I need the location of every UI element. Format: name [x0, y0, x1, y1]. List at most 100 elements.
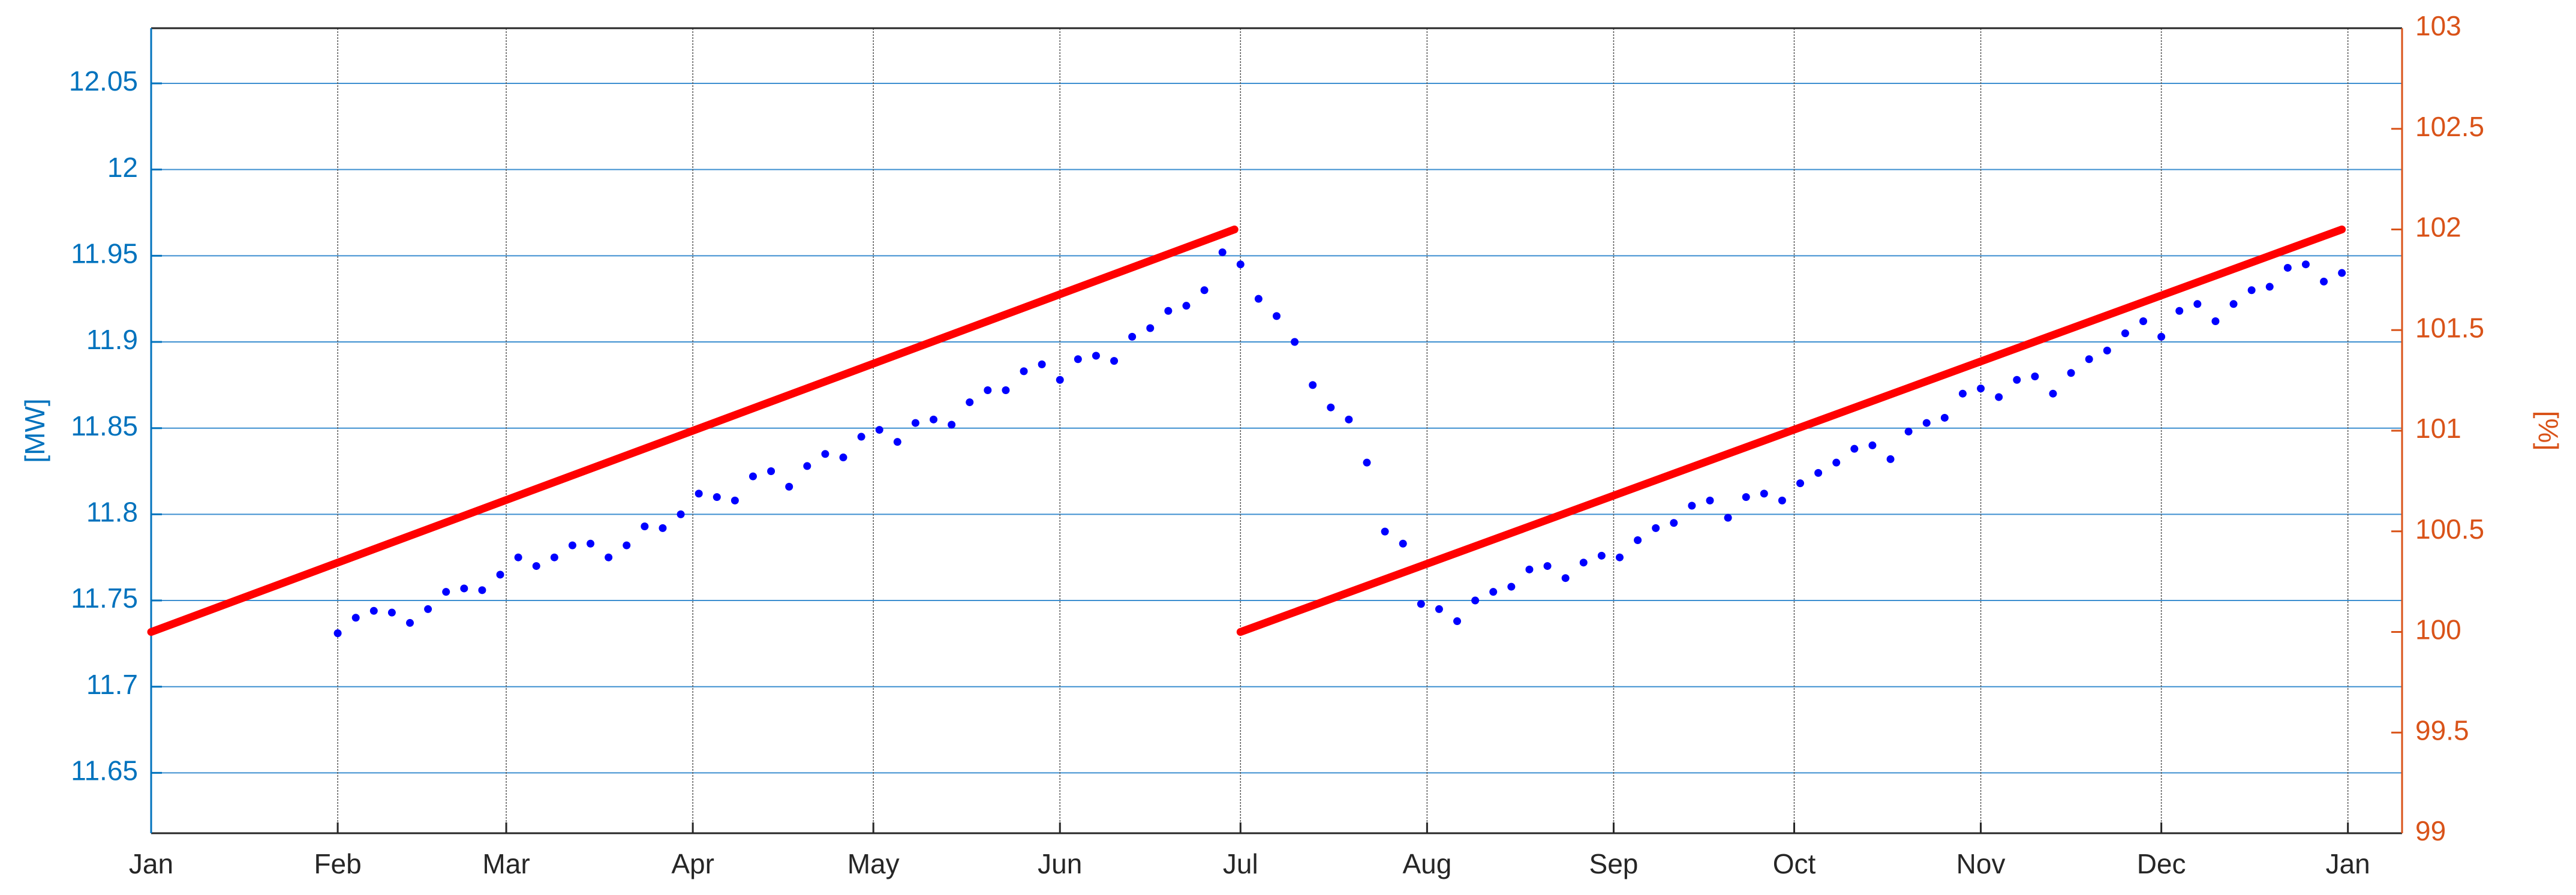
data-point: [2139, 317, 2148, 326]
y-tick-label: 11.95: [71, 238, 138, 269]
data-point: [2085, 355, 2093, 364]
data-point: [1850, 445, 1859, 453]
data-point: [1128, 332, 1137, 341]
data-point: [333, 629, 342, 638]
data-point: [857, 433, 865, 441]
data-point: [1399, 539, 1407, 548]
y-tick-label: 11.75: [71, 582, 138, 614]
y-tick-label: 11.65: [71, 755, 138, 786]
data-point: [785, 482, 793, 491]
x-tick-label: Jul: [1223, 848, 1258, 879]
data-point: [2211, 317, 2220, 326]
x-tick-label: Mar: [482, 848, 530, 879]
data-line: [147, 226, 1239, 636]
x-tick-label: Jan: [2326, 848, 2370, 879]
x-tick-label: May: [847, 848, 900, 879]
y2-tick-label: 101.5: [2415, 312, 2484, 343]
data-point: [2031, 372, 2039, 380]
data-point: [2283, 263, 2292, 272]
data-point: [587, 539, 595, 548]
data-point: [911, 419, 919, 427]
data-point: [568, 541, 576, 549]
data-point: [1345, 415, 1353, 424]
data-point: [875, 426, 883, 434]
data-point: [1904, 427, 1913, 436]
data-point: [387, 608, 396, 617]
data-point: [460, 584, 468, 593]
data-point: [1977, 385, 1985, 393]
data-point: [405, 618, 414, 627]
data-point: [1706, 496, 1714, 504]
y-tick-label: 11.8: [86, 497, 138, 528]
data-point: [1435, 605, 1443, 613]
x-tick-label: Aug: [1402, 848, 1451, 879]
data-point: [1092, 352, 1100, 360]
data-point: [1868, 441, 1877, 449]
data-point: [478, 586, 486, 594]
data-point: [2247, 286, 2256, 295]
data-point: [1724, 513, 1732, 522]
data-point: [442, 588, 450, 596]
data-point: [1742, 493, 1750, 501]
data-point: [1543, 562, 1552, 570]
data-point: [2157, 332, 2166, 341]
data-point: [1652, 524, 1660, 532]
data-point: [514, 553, 522, 561]
data-point: [821, 450, 829, 458]
data-point: [2229, 300, 2238, 308]
data-point: [2049, 389, 2057, 398]
data-point: [1778, 496, 1786, 504]
y2-tick-label: 102: [2415, 212, 2461, 243]
y-tick-label: 12: [107, 152, 138, 183]
data-point: [948, 421, 956, 429]
data-point: [1886, 455, 1895, 463]
data-point: [1471, 596, 1480, 605]
data-point: [1146, 324, 1155, 332]
data-point: [1074, 355, 1082, 364]
data-point: [1254, 295, 1263, 303]
data-point: [1363, 458, 1371, 467]
data-point: [1670, 519, 1678, 527]
y2-tick-label: 99.5: [2415, 714, 2469, 746]
data-point: [839, 453, 847, 462]
y2-tick-label: 101: [2415, 413, 2461, 444]
y-tick-label: 11.85: [71, 410, 138, 442]
data-point: [1634, 536, 1642, 544]
y2-tick-label: 102.5: [2415, 111, 2484, 142]
data-point: [1218, 248, 1227, 257]
data-point: [803, 462, 811, 470]
data-point: [2121, 329, 2129, 338]
data-point: [1038, 360, 1046, 368]
data-point: [1309, 381, 1317, 389]
y2-axis-label: [%]: [2533, 411, 2564, 450]
data-point: [623, 541, 631, 549]
data-point: [984, 386, 992, 394]
data-point: [1597, 551, 1606, 560]
data-point: [641, 522, 649, 530]
data-point: [1164, 307, 1173, 315]
data-point: [695, 489, 703, 498]
y2-tick-label: 100: [2415, 614, 2461, 645]
data-point: [1200, 286, 1209, 295]
data-point: [1615, 553, 1624, 561]
data-point: [659, 524, 667, 532]
data-point: [713, 493, 721, 501]
x-tick-label: Apr: [671, 848, 714, 879]
y-tick-label: 11.9: [86, 324, 138, 355]
data-point: [2067, 369, 2075, 377]
data-point: [1327, 403, 1335, 412]
data-point: [1507, 582, 1516, 591]
x-tick-label: Jan: [129, 848, 173, 879]
data-point: [1940, 413, 1949, 422]
data-point: [1579, 558, 1588, 567]
x-tick-label: Jun: [1038, 848, 1082, 879]
data-point: [2301, 260, 2310, 269]
data-point: [1832, 458, 1841, 467]
data-point: [930, 415, 938, 424]
data-point: [1182, 302, 1191, 310]
y2-tick-label: 100.5: [2415, 513, 2484, 545]
data-point: [605, 553, 613, 561]
x-tick-label: Dec: [2137, 848, 2186, 879]
